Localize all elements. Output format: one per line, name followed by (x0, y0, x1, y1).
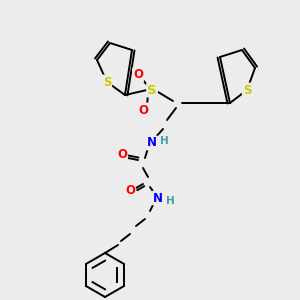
Text: O: O (117, 148, 127, 161)
Text: S: S (103, 76, 111, 88)
Text: H: H (166, 196, 174, 206)
Text: O: O (133, 68, 143, 82)
Text: S: S (147, 83, 157, 97)
Text: S: S (243, 83, 251, 97)
Text: O: O (125, 184, 135, 196)
Text: H: H (160, 136, 168, 146)
Text: N: N (147, 136, 157, 149)
Text: N: N (153, 191, 163, 205)
Text: O: O (138, 103, 148, 116)
